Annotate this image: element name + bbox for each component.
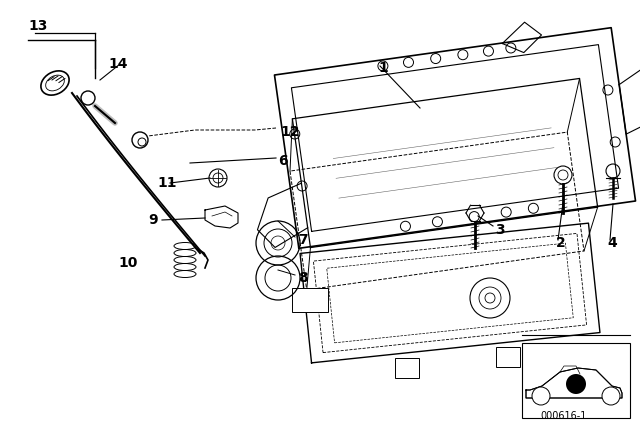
- Text: 4: 4: [607, 236, 617, 250]
- Text: 12: 12: [280, 125, 300, 139]
- Text: 9: 9: [148, 213, 157, 227]
- Text: 3: 3: [495, 223, 504, 237]
- Text: 13: 13: [28, 19, 47, 33]
- Text: 000616-1: 000616-1: [540, 411, 586, 421]
- Text: 8: 8: [298, 271, 308, 285]
- Circle shape: [532, 387, 550, 405]
- Circle shape: [566, 374, 586, 394]
- Bar: [395, 358, 419, 378]
- Text: 6: 6: [278, 154, 287, 168]
- Text: 10: 10: [118, 256, 138, 270]
- Bar: [292, 288, 328, 312]
- Text: 11: 11: [157, 176, 177, 190]
- Text: 7: 7: [298, 233, 308, 247]
- Bar: [522, 343, 630, 418]
- Bar: [496, 347, 520, 367]
- Circle shape: [602, 387, 620, 405]
- Polygon shape: [526, 368, 622, 398]
- Text: 14: 14: [108, 57, 127, 71]
- Text: 1: 1: [378, 61, 388, 75]
- Text: 2: 2: [556, 236, 566, 250]
